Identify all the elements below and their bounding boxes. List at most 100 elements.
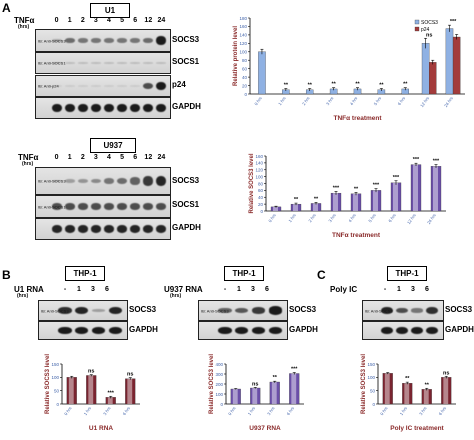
cell-line-box: THP-1 (65, 266, 105, 281)
treatment-label: Poly IC (330, 285, 358, 294)
band (380, 326, 393, 335)
x-tick-label: 6 hrs (387, 213, 396, 223)
x-axis-title: U1 RNA (89, 425, 114, 432)
x-tick-label: 4 hrs (349, 96, 358, 106)
row-name-gapdh: GAPDH (172, 102, 201, 111)
treatment-label: U1 RNA (14, 285, 44, 294)
y-tick-label: 200 (215, 382, 223, 387)
panel-letter-b: B (2, 268, 11, 282)
y-tick-label: 60 (242, 66, 248, 71)
row-name-socs3: SOCS3 (172, 35, 200, 44)
bar-highlight (433, 166, 438, 211)
y-tick-label: 150 (367, 362, 375, 367)
lane-label: 6 (425, 286, 429, 293)
chart-poly-ic-socs3-level: 0 50 100 150 0 hrs ** 1 hrs ** 3 hrs ns 6 hrs Poly … (361, 354, 456, 432)
band (129, 62, 140, 64)
band (52, 103, 63, 113)
lane-label: 6 (105, 286, 109, 293)
band (142, 62, 153, 64)
bar-highlight (232, 389, 238, 404)
significance-label: *** (291, 367, 298, 373)
band (269, 326, 283, 335)
row-name-gapdh: GAPDH (172, 223, 201, 232)
cell-line-box: THP-1 (224, 266, 264, 281)
band (90, 203, 101, 210)
treatment-label: U937 RNA (164, 285, 203, 294)
x-axis-title: Poly IC treatment (390, 425, 444, 432)
band (155, 62, 166, 64)
row-name-gapdh: GAPDH (289, 325, 318, 334)
x-tick-label: 6 hrs (286, 406, 295, 416)
antibody-label: IB: Anti-SOCS3 (41, 308, 69, 313)
x-tick-label: 0 hrs (379, 406, 388, 416)
x-tick-label: 2 hrs (307, 213, 316, 223)
lane-labels: 0 1 2 3 4 5 6 12 24 (50, 154, 168, 164)
bar-highlight (333, 193, 338, 211)
x-tick-label: 5 hrs (367, 213, 376, 223)
blot-row-socs3: IB: Anti-SOCS3 (198, 300, 288, 321)
x-tick-label: 2 hrs (301, 96, 310, 106)
band (92, 309, 106, 312)
significance-label: *** (108, 390, 115, 396)
band (116, 177, 127, 185)
band (65, 37, 76, 44)
x-axis-title: U937 RNA (249, 425, 281, 432)
blot-row-socs1: IB: Anti-SOCS1 (35, 195, 171, 218)
bar-highlight (291, 373, 297, 404)
lane-label: 4 (107, 154, 111, 161)
y-tick-label: 0 (244, 92, 247, 97)
lane-label: 3 (93, 17, 98, 24)
band (129, 85, 140, 87)
x-tick-label: 6 hrs (122, 406, 131, 416)
blot-row-p24: IB: Anti-p24 (35, 75, 171, 97)
band (155, 224, 166, 234)
bar-highlight (127, 378, 133, 404)
significance-label: ns (426, 32, 432, 38)
significance-label: ** (355, 82, 360, 88)
x-tick-label: 0 hrs (253, 96, 262, 106)
bar-highlight (443, 377, 449, 404)
band (90, 224, 101, 234)
row-name-p24: p24 (172, 80, 186, 89)
band (52, 224, 63, 234)
y-tick-label: 20 (258, 202, 264, 207)
x-tick-label: 24 hrs (426, 213, 437, 225)
band (142, 176, 153, 186)
band (116, 85, 127, 87)
y-tick-label: 100 (51, 375, 59, 380)
x-tick-label: 12 hrs (419, 96, 430, 108)
band (52, 203, 63, 210)
antibody-label: IB: Anti-SOCS1 (38, 204, 66, 209)
x-tick-label: 4 hrs (347, 213, 356, 223)
band (52, 62, 63, 64)
band (90, 85, 101, 87)
x-tick-label: 3 hrs (327, 213, 336, 223)
y-axis-title: Relative protein level (233, 26, 239, 86)
band (103, 224, 114, 234)
row-name-socs3: SOCS3 (289, 305, 317, 314)
significance-label: *** (450, 19, 457, 25)
bar-highlight (271, 382, 277, 404)
y-tick-label: 400 (215, 362, 223, 367)
x-tick-label: 1 hrs (83, 406, 92, 416)
blot-row-socs3: IB: Anti-SOCS3 (38, 300, 128, 321)
cell-line-box: U937 (90, 138, 136, 153)
x-axis-title: TNFα treatment (332, 232, 381, 239)
y-tick-label: 0 (56, 402, 59, 407)
band (52, 85, 63, 87)
chart-u1-rna-socs3-level: 0 50 100 150 0 hrs ns 1 hrs *** 3 hrs ns 6 hrs U1 R… (45, 354, 140, 432)
band (77, 224, 89, 234)
band (77, 85, 89, 87)
treatment-label: TNFα (14, 16, 35, 25)
blot-row-gapdh (35, 97, 171, 119)
y-tick-label: 100 (367, 375, 375, 380)
x-tick-label: 0 hrs (227, 406, 236, 416)
y-tick-label: 100 (255, 174, 263, 179)
band (103, 85, 114, 87)
bar-highlight (393, 182, 398, 211)
band (411, 326, 424, 335)
band (155, 103, 166, 113)
lane-label: 1 (77, 286, 81, 293)
band (155, 203, 166, 210)
